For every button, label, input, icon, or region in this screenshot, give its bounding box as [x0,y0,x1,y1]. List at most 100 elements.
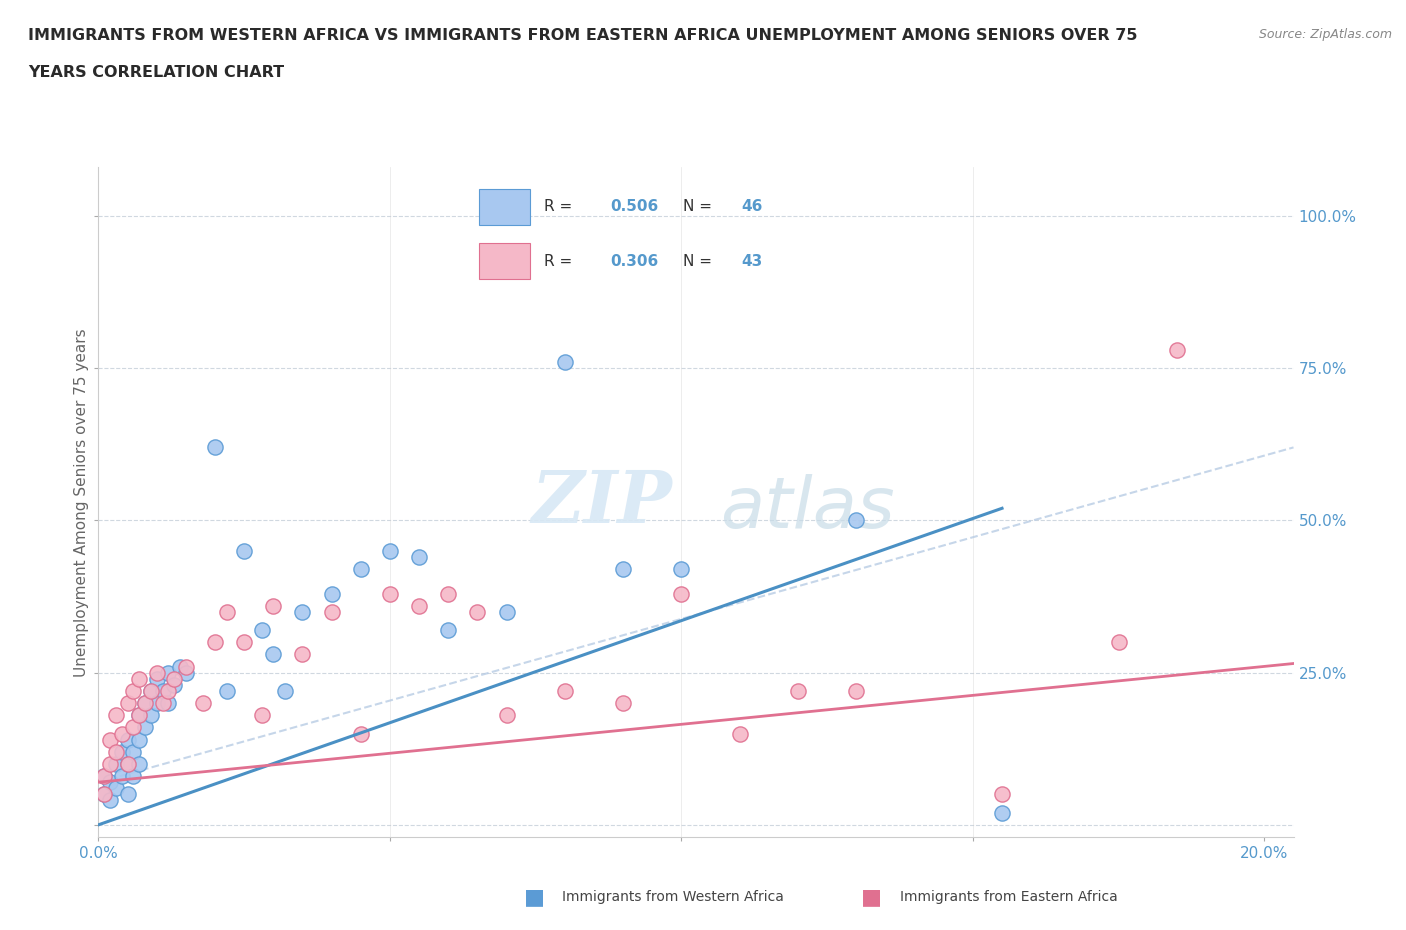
Point [1108,635,1130,650]
Point [128,708,150,723]
FancyBboxPatch shape [478,243,530,280]
Point [1166,342,1188,357]
Point [122,744,145,759]
Point [98,756,121,771]
Point [350,562,373,577]
Text: Source: ZipAtlas.com: Source: ZipAtlas.com [1258,28,1392,41]
Text: N =: N = [683,254,717,269]
Point [104,756,127,771]
Text: 46: 46 [742,199,763,215]
Point [163,677,186,692]
Point [991,805,1014,820]
Point [128,671,150,686]
Point [111,769,134,784]
Point [139,684,162,698]
Point [174,665,197,680]
Point [845,513,868,528]
Point [139,708,162,723]
Point [117,756,139,771]
Point [787,684,810,698]
Point [157,696,180,711]
Point [163,671,186,686]
Point [117,756,139,771]
Point [408,550,430,565]
Point [93,787,115,802]
Text: IMMIGRANTS FROM WESTERN AFRICA VS IMMIGRANTS FROM EASTERN AFRICA UNEMPLOYMENT AM: IMMIGRANTS FROM WESTERN AFRICA VS IMMIGR… [28,28,1137,43]
Point [174,659,197,674]
Text: ■: ■ [524,887,544,908]
Point [233,543,256,558]
Text: YEARS CORRELATION CHART: YEARS CORRELATION CHART [28,65,284,80]
Point [495,708,517,723]
Point [554,684,576,698]
Point [728,726,751,741]
Point [104,708,127,723]
Point [250,622,273,637]
Point [321,586,343,601]
Point [128,756,150,771]
Point [98,775,121,790]
Point [122,720,145,735]
Point [204,635,226,650]
Point [145,665,167,680]
Point [104,781,127,796]
Point [378,543,401,558]
Point [671,562,693,577]
Point [93,769,115,784]
Point [262,598,284,613]
Point [554,354,576,369]
Point [152,696,174,711]
Point [117,732,139,747]
FancyBboxPatch shape [478,189,530,225]
Point [274,684,297,698]
Point [495,604,517,619]
Point [157,684,180,698]
Point [612,696,634,711]
Text: 0.506: 0.506 [610,199,658,215]
Text: Immigrants from Western Africa: Immigrants from Western Africa [562,890,785,905]
Text: 43: 43 [742,254,763,269]
Point [845,684,868,698]
Point [134,696,156,711]
Point [98,793,121,808]
Point [122,769,145,784]
Point [93,787,115,802]
Point [134,696,156,711]
Point [169,659,191,674]
Point [215,684,238,698]
Point [291,604,314,619]
Point [437,622,460,637]
Text: R =: R = [544,199,578,215]
Text: ■: ■ [862,887,882,908]
Point [262,647,284,662]
Point [93,769,115,784]
Point [145,671,167,686]
Point [98,732,121,747]
Point [128,732,150,747]
Point [111,726,134,741]
Point [437,586,460,601]
Point [134,720,156,735]
Point [467,604,489,619]
Text: N =: N = [683,199,717,215]
Point [250,708,273,723]
Point [291,647,314,662]
Point [378,586,401,601]
Point [117,787,139,802]
Text: 0.306: 0.306 [610,254,658,269]
Point [321,604,343,619]
Point [104,744,127,759]
Point [204,440,226,455]
Point [122,684,145,698]
Point [152,684,174,698]
Point [145,696,167,711]
Point [408,598,430,613]
Point [117,696,139,711]
Point [350,726,373,741]
Text: ZIP: ZIP [531,467,672,538]
Text: R =: R = [544,254,578,269]
Point [215,604,238,619]
Point [139,684,162,698]
Point [193,696,215,711]
Y-axis label: Unemployment Among Seniors over 75 years: Unemployment Among Seniors over 75 years [73,328,89,676]
